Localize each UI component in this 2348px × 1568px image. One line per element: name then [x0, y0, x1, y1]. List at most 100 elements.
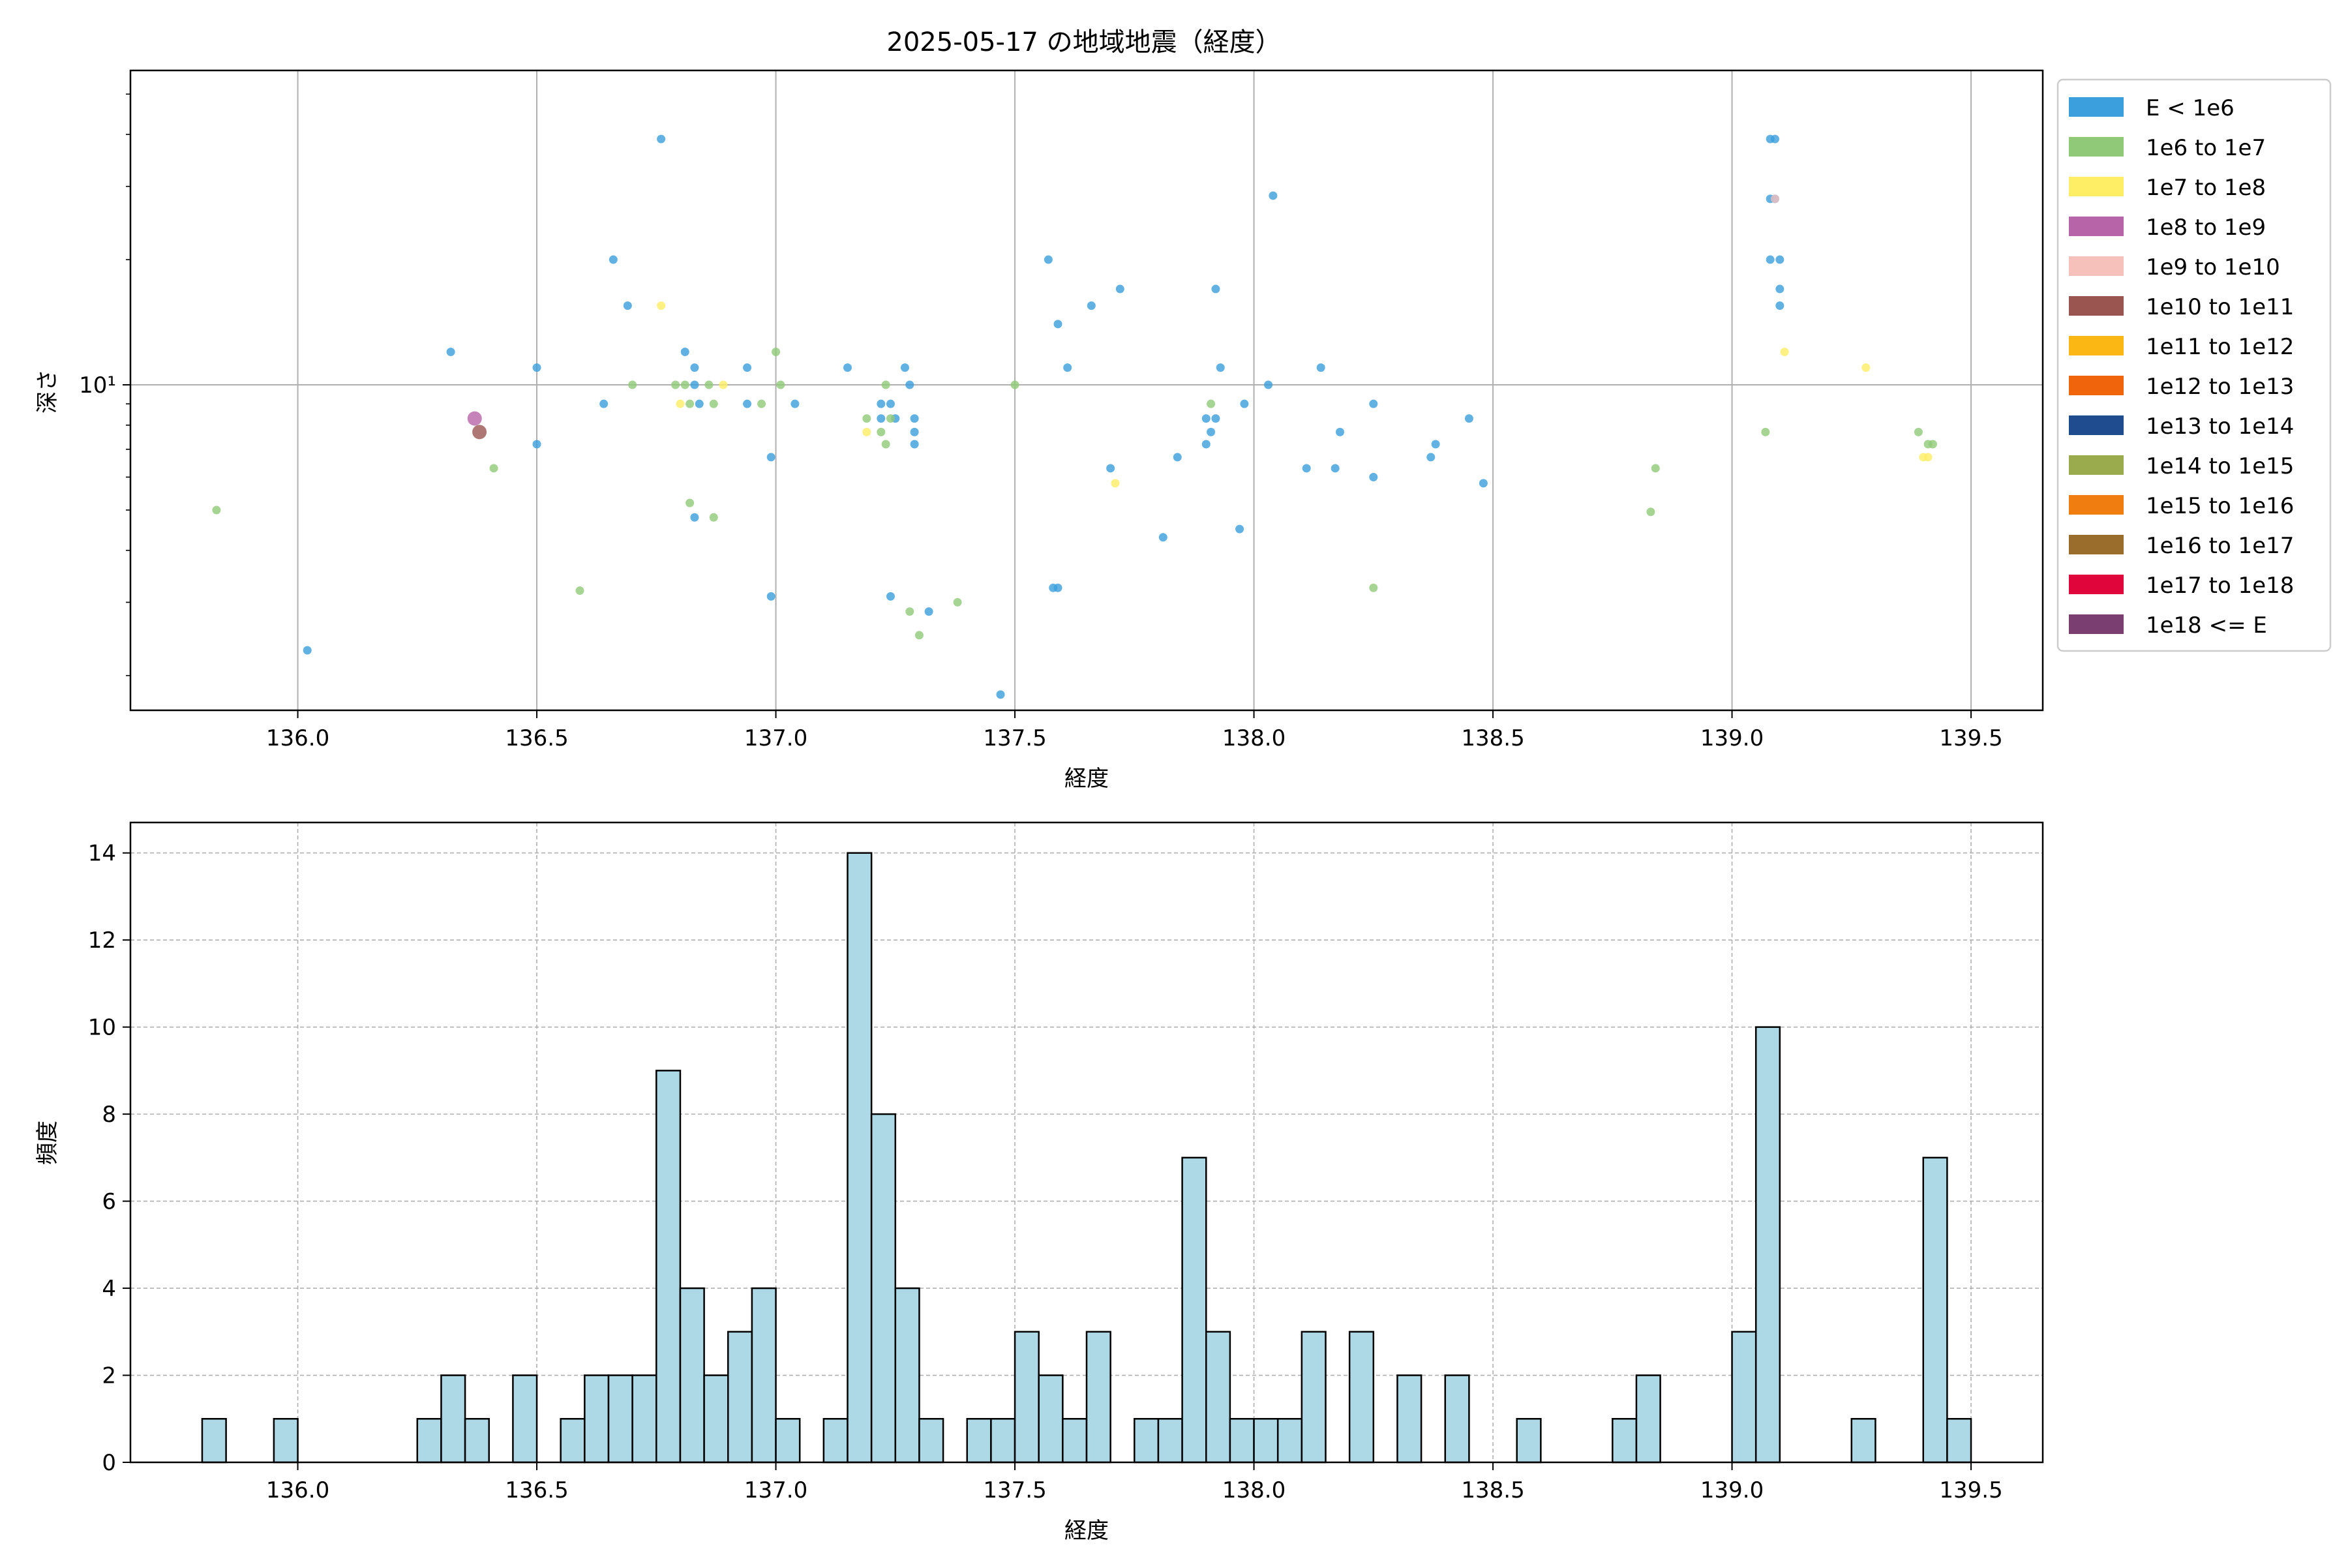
- histogram-bar: [1253, 1418, 1279, 1464]
- scatter-point: [924, 607, 933, 616]
- histogram-bar: [775, 1418, 801, 1464]
- scatter-point: [1651, 464, 1660, 473]
- scatter-point: [1646, 507, 1655, 517]
- histogram-bar: [440, 1374, 466, 1464]
- histogram-bar: [870, 1113, 897, 1464]
- histogram-x-tick-label: 139.5: [1939, 1477, 2002, 1503]
- scatter-point: [472, 425, 487, 440]
- histogram-bar: [727, 1331, 753, 1464]
- histogram-bar: [1922, 1156, 1948, 1464]
- scatter-point: [862, 427, 871, 436]
- scatter-point: [743, 399, 752, 408]
- scatter-point: [1063, 363, 1072, 372]
- legend-label: 1e10 to 1e11: [2146, 294, 2294, 320]
- scatter-x-tick-label: 138.5: [1461, 725, 1524, 751]
- scatter-point: [532, 440, 541, 449]
- histogram-bar: [560, 1418, 586, 1464]
- scatter-point: [1775, 255, 1784, 264]
- scatter-point: [680, 380, 689, 389]
- histogram-x-tick-label: 138.0: [1222, 1477, 1286, 1503]
- legend-swatch: [2069, 415, 2124, 435]
- scatter-point: [1431, 440, 1440, 449]
- histogram-y-tick-label: 10: [88, 1015, 116, 1041]
- scatter-x-tick-label: 136.0: [266, 725, 329, 751]
- scatter-point: [690, 380, 699, 389]
- legend-swatch: [2069, 614, 2124, 634]
- histogram-x-tick-label: 137.5: [983, 1477, 1046, 1503]
- histogram-bar: [1014, 1331, 1040, 1464]
- histogram-bar: [416, 1418, 442, 1464]
- histogram-x-tick-label: 137.0: [744, 1477, 807, 1503]
- scatter-point: [862, 414, 871, 423]
- histogram-y-ticks: 0 2 4 6 8 10 12 14: [88, 841, 130, 1476]
- scatter-point: [1201, 414, 1211, 423]
- scatter-point: [881, 380, 890, 389]
- histogram-x-tick-label: 136.5: [505, 1477, 568, 1503]
- scatter-point: [790, 399, 800, 408]
- scatter-point: [1111, 479, 1120, 488]
- histogram-y-tick-label: 12: [88, 927, 116, 954]
- legend-label: 1e9 to 1e10: [2146, 254, 2280, 280]
- scatter-point: [575, 586, 584, 596]
- histogram-bar: [1229, 1418, 1255, 1464]
- histogram-y-tick-label: 8: [102, 1102, 116, 1128]
- histogram-bar: [1516, 1418, 1542, 1464]
- scatter-point: [1269, 191, 1278, 200]
- scatter-x-ticks: 136.0 136.5 137.0 137.5 138.0 138.5 139.0 139.5: [266, 710, 2003, 751]
- histogram-x-label: 経度: [1064, 1518, 1109, 1544]
- legend-label: 1e15 to 1e16: [2146, 493, 2294, 519]
- scatter-point: [1173, 453, 1182, 462]
- legend-swatch: [2069, 296, 2124, 316]
- scatter-point: [886, 399, 895, 408]
- scatter-point: [212, 505, 221, 515]
- scatter-y-ticks: 10¹: [79, 93, 130, 676]
- scatter-point: [690, 363, 699, 372]
- legend-swatch: [2069, 495, 2124, 515]
- histogram-bar: [584, 1374, 610, 1464]
- scatter-x-tick-label: 136.5: [505, 725, 568, 751]
- histogram-bar: [703, 1374, 729, 1464]
- scatter-point: [446, 348, 455, 357]
- scatter-point: [657, 301, 666, 310]
- histogram-bar: [1085, 1331, 1111, 1464]
- scatter-point: [877, 399, 886, 408]
- scatter-x-tick-label: 137.0: [744, 725, 807, 751]
- scatter-point: [1861, 363, 1871, 372]
- scatter-point: [1211, 284, 1220, 294]
- histogram-bar: [1612, 1418, 1638, 1464]
- scatter-plot-frame: [129, 69, 2044, 712]
- scatter-point: [757, 399, 766, 408]
- histogram-bar: [464, 1418, 490, 1464]
- scatter-point: [1335, 427, 1344, 436]
- scatter-point: [772, 348, 781, 357]
- legend-label: 1e18 <= E: [2146, 612, 2267, 639]
- histogram-bar: [1754, 1026, 1781, 1464]
- scatter-point: [532, 363, 541, 372]
- scatter-point: [743, 363, 752, 372]
- scatter-point: [1914, 427, 1923, 436]
- scatter-point: [910, 440, 919, 449]
- scatter-point: [623, 301, 632, 310]
- scatter-point: [1201, 440, 1211, 449]
- legend-swatch: [2069, 256, 2124, 276]
- scatter-point: [914, 631, 924, 640]
- scatter-x-tick-label: 137.5: [983, 725, 1046, 751]
- scatter-point: [881, 440, 890, 449]
- histogram-bar: [1301, 1331, 1327, 1464]
- histogram-bar: [1946, 1418, 1972, 1464]
- histogram-y-tick-label: 6: [102, 1189, 116, 1215]
- scatter-point: [1240, 399, 1249, 408]
- scatter-x-tick-label: 138.0: [1222, 725, 1286, 751]
- scatter-point: [709, 399, 718, 408]
- scatter-x-tick-label: 139.0: [1700, 725, 1764, 751]
- histogram-bar: [1850, 1418, 1876, 1464]
- scatter-point: [1771, 134, 1780, 143]
- histogram-bar: [1038, 1374, 1064, 1464]
- histogram-bar: [201, 1418, 227, 1464]
- histogram-bar: [1276, 1418, 1303, 1464]
- scatter-x-tick-label: 139.5: [1939, 725, 2002, 751]
- histogram-plot-frame: [129, 821, 2044, 1464]
- legend-swatch: [2069, 336, 2124, 355]
